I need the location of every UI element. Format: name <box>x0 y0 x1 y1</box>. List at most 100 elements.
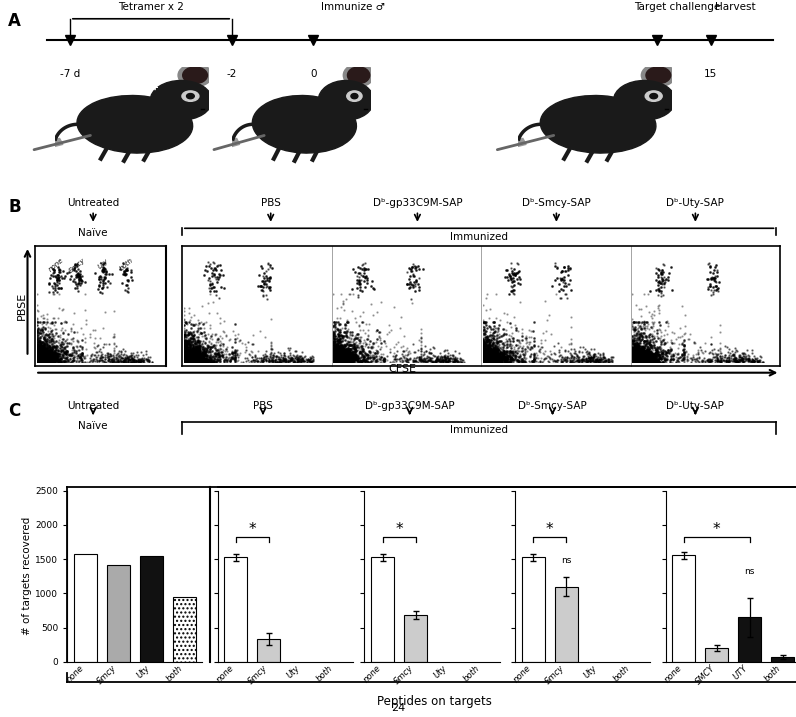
Point <box>630 341 642 353</box>
Point <box>66 276 79 288</box>
Point <box>491 353 504 364</box>
Point <box>34 346 47 357</box>
Point <box>100 266 112 277</box>
Point <box>334 350 347 361</box>
Point <box>57 351 69 362</box>
Point <box>181 353 194 364</box>
Point <box>629 351 642 362</box>
Point <box>37 345 49 356</box>
Point <box>30 354 43 366</box>
Point <box>501 316 513 328</box>
Point <box>72 344 85 356</box>
Point <box>189 355 201 366</box>
Point <box>480 352 493 364</box>
Point <box>476 344 489 356</box>
Point <box>329 356 341 367</box>
Point <box>636 348 649 360</box>
Point <box>184 352 197 364</box>
Point <box>178 346 191 357</box>
Point <box>200 352 213 364</box>
Point <box>182 335 195 346</box>
Point <box>485 347 498 358</box>
Point <box>194 327 207 338</box>
Point <box>327 356 340 367</box>
Point <box>351 328 364 340</box>
Point <box>632 356 645 367</box>
Point <box>190 352 203 364</box>
Point <box>501 352 514 364</box>
Point <box>335 351 348 363</box>
Point <box>506 288 519 299</box>
Point <box>72 285 84 296</box>
Point <box>415 346 427 357</box>
Point <box>415 353 427 364</box>
Point <box>633 351 646 363</box>
Point <box>36 353 49 365</box>
Point <box>42 352 55 364</box>
Point <box>52 272 64 283</box>
Point <box>120 349 133 361</box>
Point <box>75 349 88 361</box>
Point <box>482 353 494 365</box>
Point <box>633 355 646 366</box>
Point <box>197 353 210 365</box>
Point <box>646 340 659 351</box>
Point <box>182 347 195 358</box>
Point <box>375 348 388 359</box>
Point <box>494 346 507 357</box>
Point <box>494 356 507 368</box>
Point <box>188 350 201 361</box>
Point <box>331 356 344 367</box>
Point <box>334 347 347 358</box>
Point <box>327 336 340 348</box>
Point <box>184 351 197 362</box>
Point <box>341 350 354 361</box>
Point <box>639 355 652 366</box>
Point <box>579 356 592 367</box>
Point <box>201 341 213 352</box>
Point <box>501 348 513 360</box>
Point <box>189 352 202 364</box>
Point <box>627 348 640 359</box>
Point <box>36 347 49 358</box>
Point <box>75 275 88 287</box>
Point <box>743 354 756 366</box>
Point <box>43 350 56 361</box>
Point <box>661 346 674 357</box>
Point <box>118 355 131 366</box>
Point <box>96 282 108 294</box>
Point <box>630 348 642 359</box>
Point <box>38 352 51 364</box>
Point <box>486 352 499 364</box>
Point <box>630 341 643 353</box>
Point <box>637 346 650 358</box>
Point <box>333 348 345 360</box>
Point <box>124 355 137 366</box>
Point <box>45 352 58 364</box>
Point <box>581 348 594 359</box>
Point <box>359 263 372 275</box>
Point <box>120 356 133 368</box>
Point <box>502 270 515 281</box>
Point <box>533 345 545 356</box>
Point <box>45 354 57 366</box>
Point <box>646 351 658 363</box>
Point <box>265 343 278 355</box>
Point <box>41 351 53 363</box>
Point <box>186 318 199 330</box>
Point <box>633 356 646 367</box>
Point <box>633 341 646 353</box>
Point <box>45 343 58 355</box>
Point <box>634 353 646 364</box>
Point <box>487 347 500 358</box>
Point <box>484 351 497 362</box>
Point <box>196 351 209 363</box>
Point <box>334 355 347 366</box>
Point <box>478 352 490 364</box>
Point <box>335 343 348 355</box>
Point <box>714 356 727 367</box>
Point <box>751 356 763 367</box>
Point <box>185 355 197 366</box>
Point <box>347 336 360 347</box>
Point <box>638 349 651 361</box>
